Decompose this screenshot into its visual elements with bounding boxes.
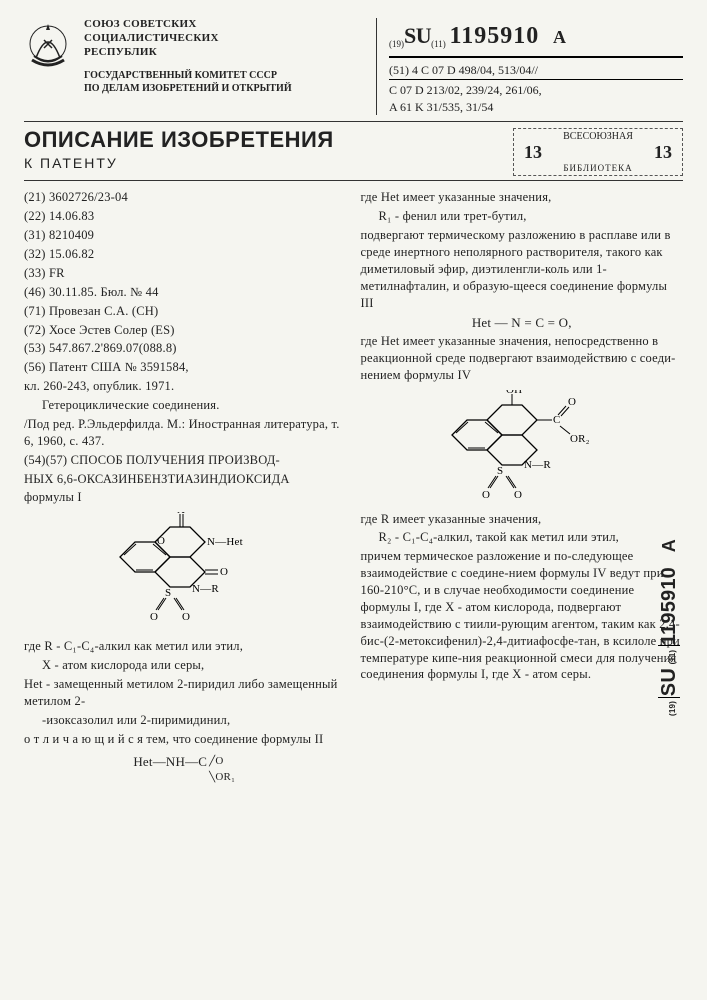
where-het-r: где Het имеет указанные значения, [361, 189, 684, 206]
svg-text:OH: OH [506, 390, 522, 396]
where-r: где R - C₁-C₄-алкил как метил или этил, [24, 638, 347, 655]
svg-text:O: O [157, 535, 165, 547]
where-het-cont: -изоксазолил или 2-пиримидинил, [24, 712, 347, 729]
org-name: СОЮЗ СОВЕТСКИХ СОЦИАЛИСТИЧЕСКИХ РЕСПУБЛИ… [84, 18, 364, 59]
state-emblem [24, 18, 72, 72]
paragraph: подвергают термическому разложению в рас… [361, 227, 684, 311]
svg-text:O: O [568, 396, 576, 408]
committee-line: ПО ДЕЛАМ ИЗОБРЕТЕНИЙ И ОТКРЫТИЙ [84, 83, 292, 94]
document-subtitle: К ПАТЕНТУ [24, 155, 513, 171]
ipc-line: C 07 D 213/02, 239/24, 261/06, [389, 79, 683, 99]
right-column: где Het имеет указанные значения, R₁ - ф… [361, 189, 684, 777]
f2-o: O [215, 755, 223, 767]
side-prefix: (19) [668, 701, 677, 716]
where-r2: R₂ - C₁-C₄-алкил, такой как метил или эт… [361, 529, 684, 546]
paragraph: причем термическое разложение и по-следу… [361, 548, 684, 683]
country-code: SU [404, 23, 431, 48]
svg-text:O: O [514, 489, 522, 500]
field-54-cont: НЫХ 6,6-ОКСАЗИНБЕНЗТИАЗИНДИОКСИДА [24, 471, 347, 488]
chemical-formula-2: Het—NH—C ╱O ╲OR₁ [24, 753, 347, 771]
committee-name: ГОСУДАРСТВЕННЫЙ КОМИТЕТ СССР ПО ДЕЛАМ ИЗ… [84, 69, 364, 95]
chemical-formula-1: X O N—Het O N—R S O O [24, 512, 347, 632]
svg-text:S: S [497, 465, 503, 477]
svg-text:C: C [553, 414, 561, 426]
ipc-classification: (51) 4 C 07 D 498/04, 513/04// C 07 D 21… [389, 62, 683, 115]
svg-text:S: S [165, 587, 171, 599]
side-infix: (11) [668, 650, 677, 665]
kind-code: A [553, 27, 566, 47]
stamp-right-num: 13 [654, 142, 672, 163]
ipc-prefix: (51) 4 [389, 63, 418, 77]
ipc-line: C 07 D 498/04, 513/04// [421, 63, 538, 77]
svg-text:O: O [150, 611, 158, 623]
org-line: РЕСПУБЛИК [84, 46, 157, 58]
svg-text:OR₂: OR₂ [570, 433, 590, 445]
field-32: (32) 15.06.82 [24, 246, 347, 263]
formula-label: формулы I [24, 489, 347, 506]
svg-text:O: O [220, 566, 228, 578]
field-53: (53) 547.867.2'869.07(088.8) [24, 340, 347, 357]
org-line: СОЮЗ СОВЕТСКИХ [84, 18, 197, 30]
f2-main: Het—NH—C [133, 754, 207, 769]
patent-number: 1195910 [450, 23, 540, 49]
where-r1: R₁ - фенил или трет-бутил, [361, 208, 684, 225]
svg-text:N—R: N—R [524, 459, 551, 471]
field-72: (72) Хосе Эстев Солер (ES) [24, 322, 347, 339]
label-19: (19) [389, 39, 404, 49]
label-11: (11) [431, 39, 446, 49]
chemical-formula-4: OH C O OR₂ N—R S O O [361, 390, 684, 505]
field-31: (31) 8210409 [24, 227, 347, 244]
library-stamp: ВСЕСОЮЗНАЯ 13 13 БИБЛИОТЕКА [513, 128, 683, 176]
field-33: (33) FR [24, 265, 347, 282]
org-line: СОЦИАЛИСТИЧЕСКИХ [84, 32, 219, 44]
field-21: (21) 3602726/23-04 [24, 189, 347, 206]
publication-number: (19)SU(11) 1195910 A [389, 18, 683, 58]
svg-text:X: X [177, 512, 185, 516]
document-title: ОПИСАНИЕ ИЗОБРЕТЕНИЯ [24, 128, 513, 152]
side-su: SU [658, 668, 680, 697]
field-71: (71) Провезан С.А. (CH) [24, 303, 347, 320]
where-r-iv: где R имеет указанные значения, [361, 511, 684, 528]
where-het: Het - замещенный метилом 2-пиридил либо … [24, 676, 347, 710]
side-kind: A [659, 539, 679, 552]
ipc-line: A 61 K 31/535, 31/54 [389, 100, 493, 114]
side-num: 1195910 [658, 567, 680, 646]
paragraph: где Het имеет указанные значения, непоср… [361, 333, 684, 384]
left-column: (21) 3602726/23-04 (22) 14.06.83 (31) 82… [24, 189, 347, 777]
where-x: X - атом кислорода или серы, [24, 657, 347, 674]
committee-line: ГОСУДАРСТВЕННЫЙ КОМИТЕТ СССР [84, 70, 277, 81]
chemical-formula-3: Het — N = C = O, [361, 314, 684, 332]
side-publication-number: (19) SU (11) 1195910 A [656, 539, 683, 716]
svg-text:N—R: N—R [192, 583, 219, 595]
f2-or: OR₁ [215, 771, 235, 783]
reference-text: /Под ред. Р.Эльдерфилда. М.: Иностранная… [24, 416, 347, 450]
svg-text:O: O [182, 611, 190, 623]
field-56-cont: кл. 260-243, опублик. 1971. [24, 378, 347, 395]
stamp-top: ВСЕСОЮЗНАЯ [518, 131, 678, 142]
stamp-bottom: БИБЛИОТЕКА [518, 163, 678, 173]
reference-text: Гетероциклические соединения. [24, 397, 347, 414]
differing-clause: о т л и ч а ю щ и й с я тем, что соедине… [24, 731, 347, 748]
field-56: (56) Патент США № 3591584, [24, 359, 347, 376]
field-54: (54)(57) СПОСОБ ПОЛУЧЕНИЯ ПРОИЗВОД- [24, 452, 347, 469]
svg-text:N—Het: N—Het [207, 536, 243, 548]
field-46: (46) 30.11.85. Бюл. № 44 [24, 284, 347, 301]
svg-text:O: O [482, 489, 490, 500]
field-22: (22) 14.06.83 [24, 208, 347, 225]
stamp-left-num: 13 [524, 142, 542, 163]
